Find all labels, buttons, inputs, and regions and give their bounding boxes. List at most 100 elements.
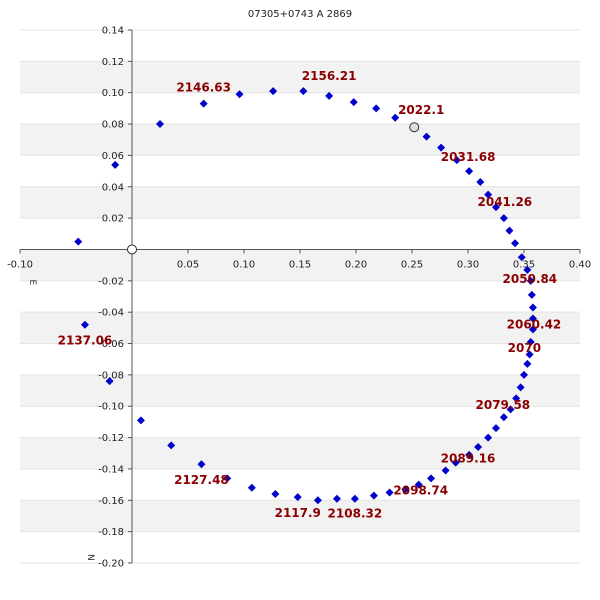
data-point xyxy=(167,441,176,450)
epoch-label: 2108.32 xyxy=(328,507,383,521)
epoch-label: 2079.58 xyxy=(476,398,531,412)
data-point xyxy=(517,253,526,262)
x-tick-label: 0.40 xyxy=(569,259,591,270)
x-tick-label: 0.20 xyxy=(345,259,367,270)
data-point xyxy=(80,320,89,329)
data-point xyxy=(474,442,483,451)
epoch-label: 2050.84 xyxy=(503,272,558,286)
data-point xyxy=(476,178,485,187)
data-point xyxy=(427,474,436,483)
data-point xyxy=(499,214,508,223)
data-point xyxy=(349,98,358,107)
x-tick-label: 0.30 xyxy=(457,259,479,270)
data-point xyxy=(105,377,114,386)
grid-band xyxy=(20,312,580,344)
data-point xyxy=(350,494,359,503)
grid-band xyxy=(20,124,580,156)
data-point xyxy=(528,325,537,334)
data-point xyxy=(452,156,461,165)
data-point xyxy=(527,290,536,299)
data-points xyxy=(74,87,537,505)
data-point xyxy=(523,359,532,368)
data-point xyxy=(451,458,460,467)
y-tick-label: -0.04 xyxy=(98,308,124,319)
data-point xyxy=(528,314,537,323)
data-point xyxy=(465,450,474,459)
grid-band xyxy=(20,186,580,219)
epoch-label: 2041.26 xyxy=(478,195,533,209)
y-tick-label: 0.04 xyxy=(102,182,124,193)
data-point xyxy=(111,160,120,169)
data-point xyxy=(506,405,515,414)
data-point xyxy=(526,276,535,285)
data-point xyxy=(391,113,400,122)
current-position-marker xyxy=(409,122,420,133)
axes xyxy=(19,29,581,564)
y-tick-label: -0.18 xyxy=(98,527,124,538)
y-tick-label: -0.06 xyxy=(98,339,124,350)
data-point xyxy=(197,460,206,469)
data-point xyxy=(156,120,164,129)
data-point xyxy=(223,474,232,483)
data-point xyxy=(492,424,500,433)
primary-star-marker xyxy=(127,244,137,255)
x-tick-label: 0.10 xyxy=(233,259,255,270)
x-axis-label: E xyxy=(27,279,37,285)
y-tick-label: 0.02 xyxy=(102,214,124,225)
data-point xyxy=(369,491,378,500)
y-tick-label: -0.08 xyxy=(98,370,124,381)
x-tick-label: 0.05 xyxy=(177,259,199,270)
data-point xyxy=(414,480,423,489)
epoch-label: 2089.16 xyxy=(441,452,496,466)
epoch-label: 2022.1 xyxy=(398,103,444,117)
data-point xyxy=(293,493,302,502)
y-axis-label: N xyxy=(85,554,95,561)
y-tick-label: 0.08 xyxy=(102,120,124,131)
grid-band xyxy=(20,500,580,532)
data-point xyxy=(247,483,256,492)
y-tick-label: -0.20 xyxy=(98,559,124,570)
y-tick-label: -0.02 xyxy=(98,276,124,287)
tick-labels: -0.10 0.05 0.10 0.15 0.20 0.25 0.30 0.35 0.40 0.1… xyxy=(7,26,591,570)
chart-title: 07305+0743 A 2869 xyxy=(248,9,352,20)
grid-band xyxy=(20,249,580,281)
data-labels: 2022.1 2031.68 2041.26 2050.84 2060.42 2070 20… xyxy=(58,69,562,521)
y-tick-label: -0.16 xyxy=(98,496,124,507)
grid-band xyxy=(20,61,580,93)
data-point xyxy=(441,466,450,475)
x-tick-label: -0.10 xyxy=(7,259,33,270)
y-tick-label: 0.06 xyxy=(102,151,124,162)
data-point xyxy=(526,337,535,346)
data-point xyxy=(484,433,493,442)
data-point xyxy=(528,303,537,312)
epoch-label: 2060.42 xyxy=(507,317,562,331)
data-point xyxy=(325,91,334,100)
data-point xyxy=(372,104,381,113)
epoch-label: 2127.48 xyxy=(174,473,229,487)
data-point xyxy=(505,226,514,235)
epoch-label: 2146.63 xyxy=(176,81,231,95)
grid-bands xyxy=(20,29,580,564)
data-point xyxy=(385,488,394,497)
y-tick-label: -0.12 xyxy=(98,433,124,444)
data-point xyxy=(299,87,308,96)
y-tick-label: -0.10 xyxy=(98,402,124,413)
data-point xyxy=(437,143,446,152)
data-point xyxy=(269,87,278,96)
data-point xyxy=(523,265,532,274)
data-point xyxy=(484,190,493,199)
x-tick-label: 0.35 xyxy=(513,259,535,270)
data-point xyxy=(235,90,244,99)
data-point xyxy=(525,350,534,359)
data-point xyxy=(465,167,474,176)
data-point xyxy=(332,494,341,503)
epoch-label: 2031.68 xyxy=(441,150,496,164)
y-tick-label: 0.10 xyxy=(102,88,124,99)
data-point xyxy=(74,237,83,246)
grid-band xyxy=(20,374,580,407)
y-tick-label: -0.14 xyxy=(98,464,124,475)
data-point xyxy=(313,496,322,505)
epoch-label: 2137.06 xyxy=(58,334,113,348)
data-point xyxy=(271,490,280,499)
